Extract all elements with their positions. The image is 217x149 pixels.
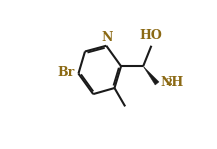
Text: 2: 2	[166, 78, 172, 87]
Text: NH: NH	[160, 76, 183, 89]
Text: N: N	[101, 31, 112, 44]
Text: Br: Br	[58, 66, 75, 79]
Text: HO: HO	[139, 29, 162, 42]
Polygon shape	[143, 66, 159, 85]
